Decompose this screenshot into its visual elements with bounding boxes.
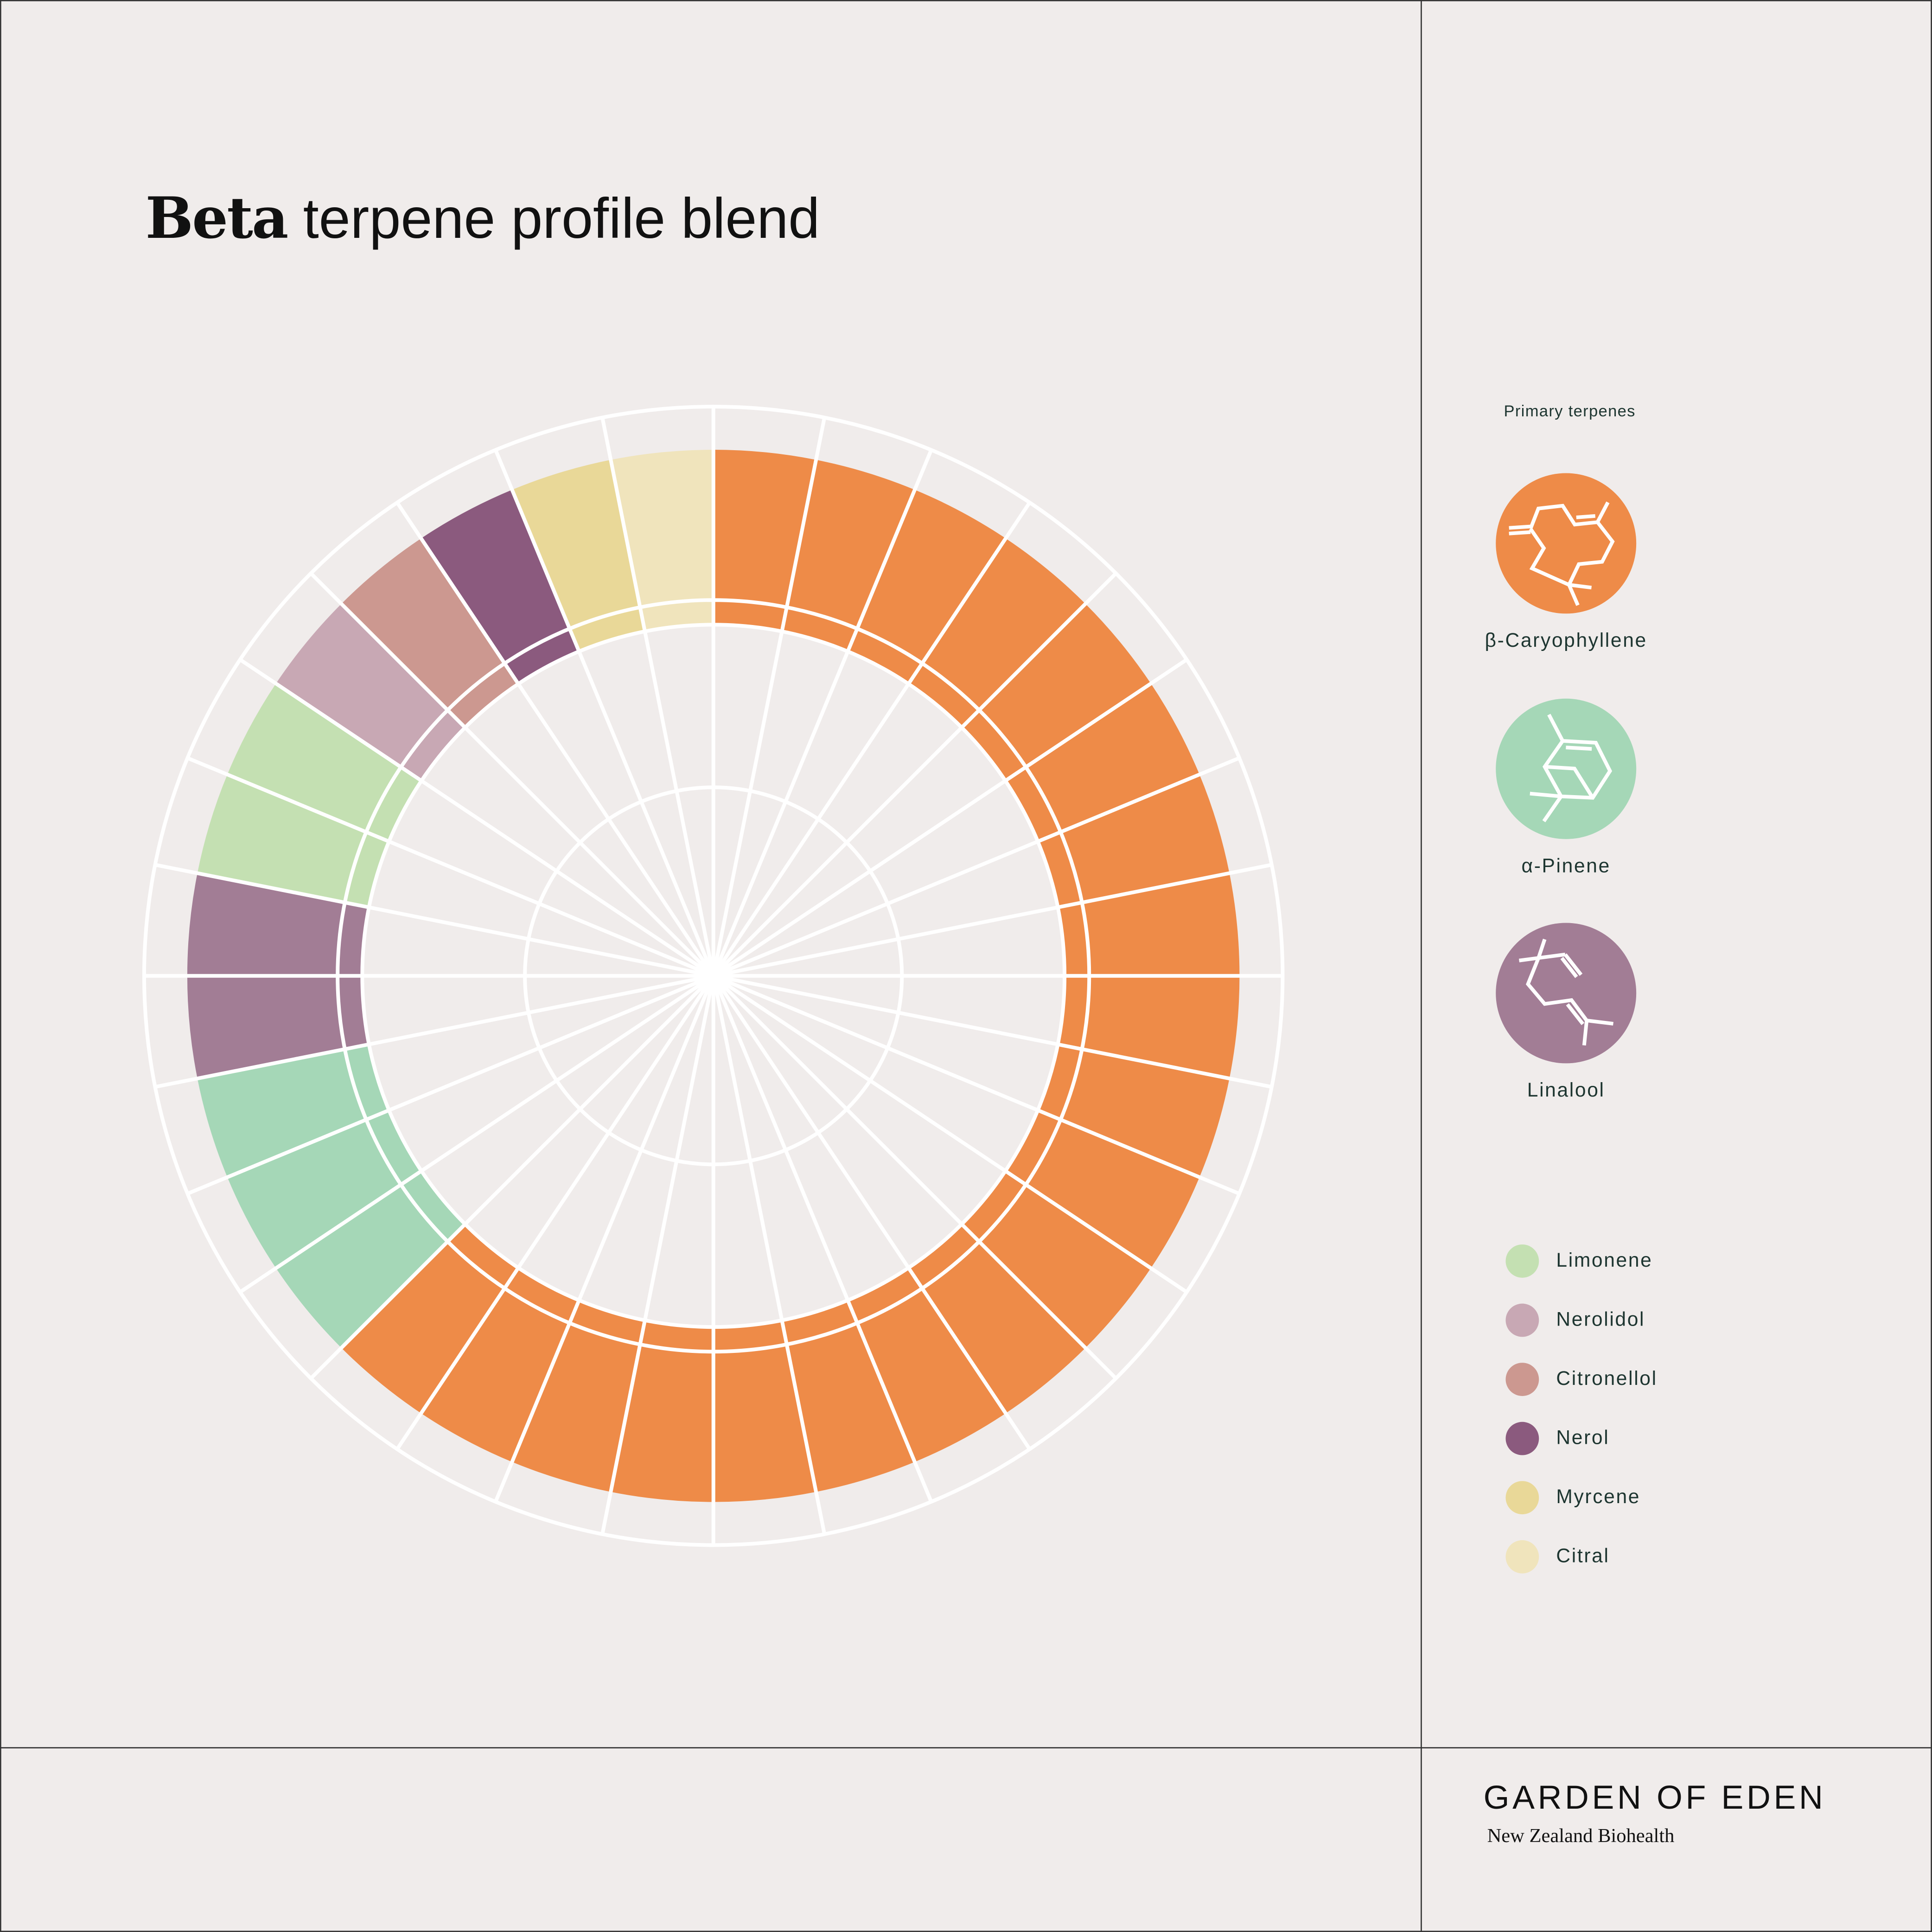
legend-label: Citronellol [1556, 1368, 1658, 1390]
grid-spoke [713, 974, 1272, 1089]
legend-item-nerolidol: Nerolidol [1505, 1303, 1645, 1337]
grid-spoke [494, 449, 715, 977]
grid-spoke [713, 974, 1240, 1196]
segment-caryophyllene [962, 604, 1151, 781]
grid-spoke [395, 501, 715, 977]
grid-spoke [494, 975, 715, 1503]
legend-label: Nerol [1556, 1427, 1610, 1448]
legend-swatch [1505, 1481, 1539, 1515]
legend-label: Limonene [1556, 1250, 1653, 1271]
legend-item-nerol: Nerol [1505, 1422, 1609, 1455]
segment-caryophyllene [1005, 1110, 1200, 1269]
legend-swatch [1505, 1422, 1539, 1455]
segment-citronellol [341, 538, 518, 728]
legend-swatch [1505, 1303, 1539, 1337]
primary-terpenes-heading: Primary terpenes [1504, 402, 1636, 421]
segment-nerol [421, 490, 579, 684]
caryophyllene-molecule-icon [1496, 473, 1637, 614]
primary-terpene-pinene: α-Pinene [1443, 698, 1690, 879]
grid-spoke [712, 501, 1032, 977]
legend-swatch [1505, 1244, 1539, 1278]
divider-horizontal [0, 1747, 1932, 1748]
linalool-molecule-icon [1496, 923, 1637, 1064]
legend-item-myrcene: Myrcene [1505, 1481, 1641, 1515]
pinene-molecule-icon [1496, 698, 1637, 839]
grid-spoke [600, 417, 715, 976]
primary-terpene-caryophyllene: β-Caryophyllene [1443, 473, 1690, 653]
grid-spoke [186, 756, 714, 978]
segment-limonene [197, 774, 389, 907]
grid-spoke [712, 658, 1188, 978]
grid-spoke [711, 417, 827, 976]
segment-caryophyllene [341, 1224, 518, 1414]
legend-item-citral: Citral [1505, 1540, 1609, 1574]
segment-caryophyllene [1038, 1044, 1230, 1177]
grid-spoke [186, 974, 714, 1196]
grid-spoke [600, 975, 715, 1535]
grid-spoke [713, 863, 1272, 978]
terpene-wheel-chart [142, 404, 1285, 1547]
legend-swatch [1505, 1363, 1539, 1396]
segment-pinene [197, 1044, 389, 1177]
grid-spoke [711, 975, 827, 1535]
legend-item-limonene: Limonene [1505, 1244, 1652, 1278]
grid-spoke [712, 449, 933, 977]
legend-item-citronellol: Citronellol [1505, 1363, 1657, 1396]
title-rest: terpene profile blend [287, 186, 820, 250]
segment-caryophyllene [512, 1300, 645, 1492]
segment-nerolidol [276, 604, 465, 781]
segment-limonene [227, 683, 421, 842]
segment-caryophyllene [848, 490, 1006, 684]
primary-terpene-label: β-Caryophyllene [1485, 631, 1647, 652]
legend-swatch [1505, 1540, 1539, 1574]
grid-spoke [239, 974, 714, 1294]
grid-spoke [309, 974, 715, 1380]
grid-spoke [154, 863, 714, 978]
grid-spoke [712, 572, 1117, 977]
grid-spoke [712, 975, 1032, 1450]
segment-caryophyllene [962, 1171, 1151, 1348]
primary-terpene-label: α-Pinene [1521, 856, 1611, 878]
segment-caryophyllene [1038, 774, 1230, 907]
legend-label: Myrcene [1556, 1486, 1641, 1508]
legend-label: Citral [1556, 1545, 1610, 1567]
segment-caryophyllene [782, 459, 915, 652]
grid-spoke [712, 974, 1117, 1380]
grid-spoke [309, 572, 715, 977]
grid-spoke [395, 975, 715, 1450]
segment-caryophyllene [421, 1268, 579, 1462]
grid-spoke [712, 974, 1188, 1294]
chart-hub [698, 961, 728, 991]
grid-spoke [154, 974, 714, 1089]
segment-caryophyllene [908, 1224, 1086, 1414]
segment-caryophyllene [908, 538, 1086, 728]
segment-pinene [227, 1110, 421, 1269]
segment-myrcene [512, 459, 645, 652]
segment-caryophyllene [848, 1268, 1006, 1462]
brand-tagline: New Zealand Biohealth [1487, 1826, 1675, 1847]
grid-spoke [712, 975, 933, 1503]
title-bold: Beta [145, 185, 289, 252]
segment-caryophyllene [782, 1300, 915, 1492]
brand-logo: GARDEN OF EDEN [1483, 1779, 1826, 1817]
legend-label: Nerolidol [1556, 1309, 1645, 1330]
grid-spoke [239, 658, 714, 978]
segment-pinene [276, 1171, 465, 1348]
grid-spoke [713, 756, 1240, 978]
divider-vertical [1421, 0, 1422, 1932]
primary-terpene-label: Linalool [1527, 1080, 1605, 1102]
segment-caryophyllene [1005, 683, 1200, 842]
page-title: Beta terpene profile blend [146, 185, 820, 252]
primary-terpene-linalool: Linalool [1443, 923, 1690, 1103]
